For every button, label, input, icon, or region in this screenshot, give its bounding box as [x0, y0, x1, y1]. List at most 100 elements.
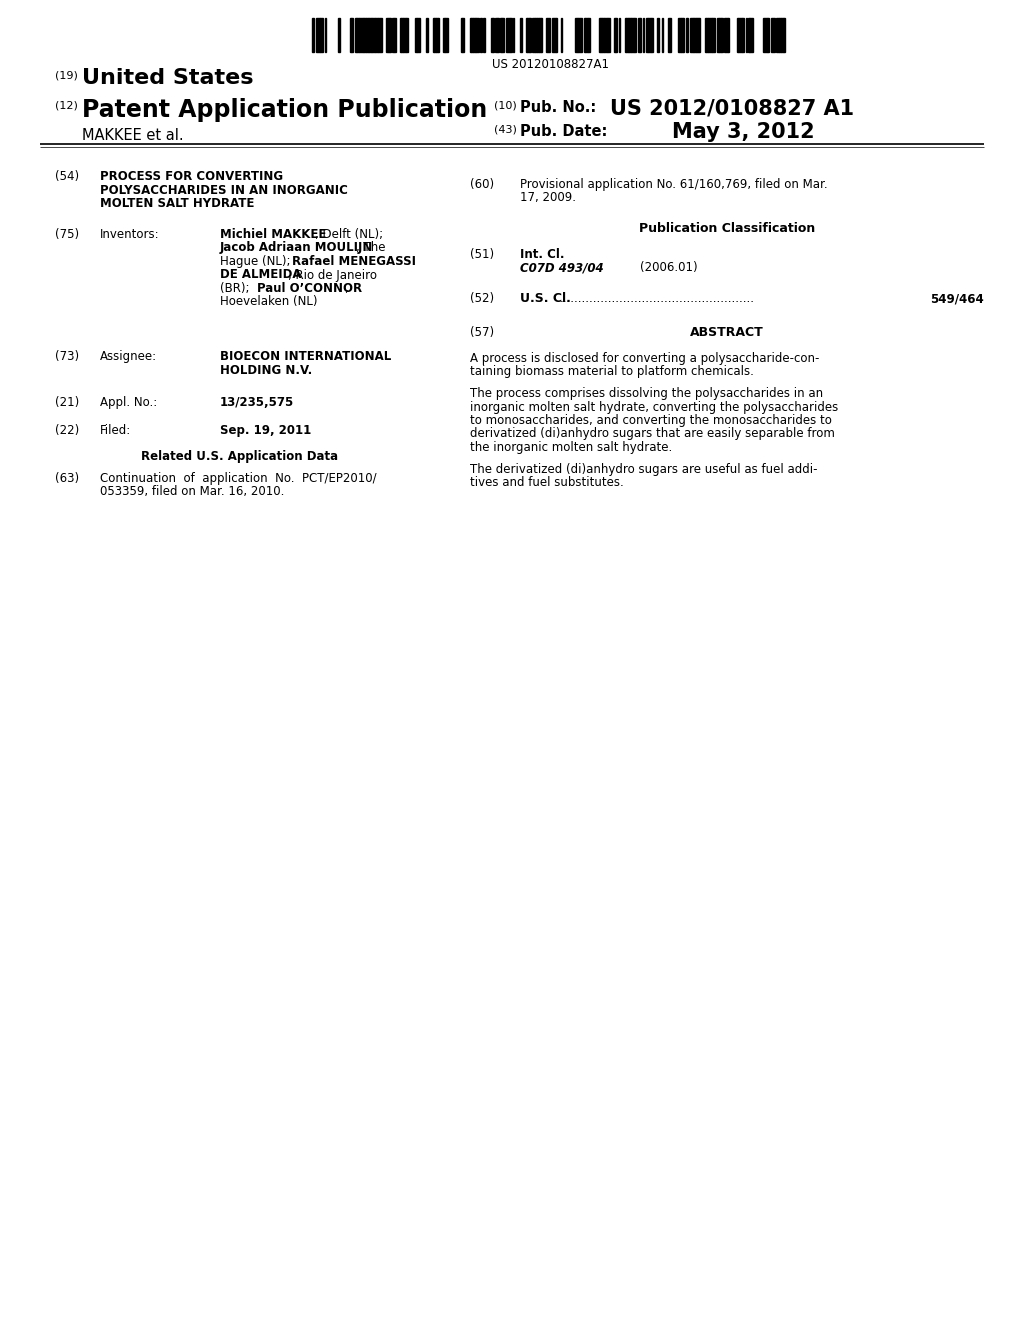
Text: The process comprises dissolving the polysaccharides in an: The process comprises dissolving the pol…: [470, 387, 823, 400]
Bar: [471, 18, 473, 51]
Text: (BR);: (BR);: [220, 282, 253, 294]
Bar: [657, 18, 659, 51]
Text: 549/464: 549/464: [930, 292, 984, 305]
Bar: [646, 18, 648, 51]
Text: Rafael MENEGASSI: Rafael MENEGASSI: [292, 255, 416, 268]
Bar: [648, 18, 651, 51]
Bar: [510, 18, 512, 51]
Text: MOLTEN SALT HYDRATE: MOLTEN SALT HYDRATE: [100, 197, 254, 210]
Text: Provisional application No. 61/160,769, filed on Mar.: Provisional application No. 61/160,769, …: [520, 178, 827, 191]
Text: (54): (54): [55, 170, 79, 183]
Bar: [724, 18, 728, 51]
Text: C07D 493/04: C07D 493/04: [520, 261, 603, 275]
Bar: [634, 18, 636, 51]
Bar: [706, 18, 708, 51]
Bar: [539, 18, 541, 51]
Text: , Rio de Janeiro: , Rio de Janeiro: [288, 268, 377, 281]
Bar: [357, 18, 359, 51]
Text: (73): (73): [55, 350, 79, 363]
Text: (21): (21): [55, 396, 79, 409]
Text: Continuation  of  application  No.  PCT/EP2010/: Continuation of application No. PCT/EP20…: [100, 473, 377, 484]
Text: 17, 2009.: 17, 2009.: [520, 191, 575, 205]
Text: United States: United States: [82, 69, 254, 88]
Text: DE ALMEIDA: DE ALMEIDA: [220, 268, 301, 281]
Text: (51): (51): [470, 248, 495, 261]
Text: Patent Application Publication: Patent Application Publication: [82, 98, 487, 121]
Bar: [443, 18, 445, 51]
Text: (12): (12): [55, 100, 78, 110]
Text: (75): (75): [55, 228, 79, 242]
Text: derivatized (di)anhydro sugars that are easily separable from: derivatized (di)anhydro sugars that are …: [470, 428, 835, 441]
Bar: [445, 18, 449, 51]
Bar: [312, 18, 314, 51]
Bar: [779, 18, 781, 51]
Bar: [604, 18, 607, 51]
Text: Related U.S. Application Data: Related U.S. Application Data: [141, 450, 339, 463]
Text: to monosaccharides, and converting the monosaccharides to: to monosaccharides, and converting the m…: [470, 414, 831, 426]
Text: US 20120108827A1: US 20120108827A1: [492, 58, 608, 71]
Bar: [626, 18, 628, 51]
Text: (10): (10): [494, 100, 517, 110]
Text: A process is disclosed for converting a polysaccharide-con-: A process is disclosed for converting a …: [470, 352, 819, 366]
Bar: [750, 18, 753, 51]
Bar: [520, 18, 522, 51]
Bar: [506, 18, 510, 51]
Bar: [712, 18, 715, 51]
Bar: [781, 18, 783, 51]
Bar: [406, 18, 408, 51]
Text: PROCESS FOR CONVERTING: PROCESS FOR CONVERTING: [100, 170, 283, 183]
Text: (60): (60): [470, 178, 495, 191]
Bar: [386, 18, 388, 51]
Text: (2006.01): (2006.01): [640, 261, 697, 275]
Bar: [546, 18, 550, 51]
Bar: [629, 18, 631, 51]
Text: Paul O’CONNOR: Paul O’CONNOR: [257, 282, 362, 294]
Bar: [319, 18, 323, 51]
Bar: [717, 18, 719, 51]
Bar: [502, 18, 504, 51]
Text: inorganic molten salt hydrate, converting the polysaccharides: inorganic molten salt hydrate, convertin…: [470, 400, 839, 413]
Text: 13/235,575: 13/235,575: [220, 396, 294, 409]
Bar: [763, 18, 767, 51]
Text: (43): (43): [494, 124, 517, 135]
Bar: [369, 18, 371, 51]
Bar: [364, 18, 366, 51]
Text: Hague (NL);: Hague (NL);: [220, 255, 294, 268]
Text: U.S. Cl.: U.S. Cl.: [520, 292, 570, 305]
Text: Int. Cl.: Int. Cl.: [520, 248, 564, 261]
Text: tives and fuel substitutes.: tives and fuel substitutes.: [470, 477, 624, 488]
Bar: [719, 18, 721, 51]
Text: (22): (22): [55, 424, 79, 437]
Text: Filed:: Filed:: [100, 424, 131, 437]
Text: the inorganic molten salt hydrate.: the inorganic molten salt hydrate.: [470, 441, 672, 454]
Bar: [417, 18, 420, 51]
Text: POLYSACCHARIDES IN AN INORGANIC: POLYSACCHARIDES IN AN INORGANIC: [100, 183, 348, 197]
Text: Publication Classification: Publication Classification: [639, 222, 815, 235]
Bar: [708, 18, 712, 51]
Bar: [392, 18, 394, 51]
Text: Sep. 19, 2011: Sep. 19, 2011: [220, 424, 311, 437]
Bar: [415, 18, 417, 51]
Text: ....................................................: ........................................…: [560, 292, 755, 305]
Text: , The: , The: [356, 242, 385, 255]
Text: Michiel MAKKEE: Michiel MAKKEE: [220, 228, 327, 242]
Bar: [690, 18, 693, 51]
Bar: [480, 18, 482, 51]
Bar: [401, 18, 403, 51]
Bar: [426, 18, 428, 51]
Bar: [776, 18, 779, 51]
Text: Assignee:: Assignee:: [100, 350, 157, 363]
Text: (52): (52): [470, 292, 495, 305]
Bar: [490, 18, 493, 51]
Bar: [608, 18, 610, 51]
Text: Inventors:: Inventors:: [100, 228, 160, 242]
Text: (19): (19): [55, 70, 78, 81]
Text: ABSTRACT: ABSTRACT: [690, 326, 764, 339]
Bar: [631, 18, 634, 51]
Bar: [771, 18, 775, 51]
Bar: [651, 18, 653, 51]
Text: Pub. Date:: Pub. Date:: [520, 124, 607, 139]
Bar: [535, 18, 537, 51]
Bar: [476, 18, 479, 51]
Bar: [495, 18, 497, 51]
